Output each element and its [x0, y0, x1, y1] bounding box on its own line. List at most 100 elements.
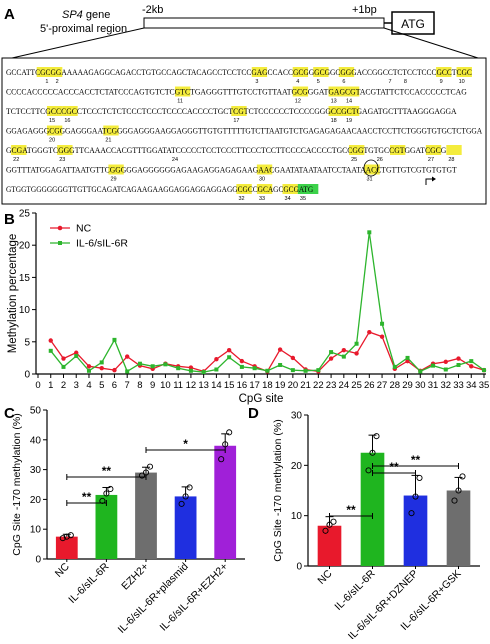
cpg-highlight: [103, 125, 119, 136]
cpg-number: 1: [45, 79, 48, 85]
replicate-point: [222, 441, 229, 448]
cpg-number: 2: [56, 79, 59, 85]
data-point: [380, 321, 385, 326]
x-tick-label: 2: [61, 380, 66, 391]
sequence-line: CCCCACCCCCACCCACCTCTATCCCAGTGTCTCGTCTGAG…: [6, 88, 467, 97]
data-point: [99, 366, 104, 371]
data-point: [239, 358, 245, 364]
cpg-number: 27: [428, 157, 434, 163]
cpg-number: 15: [49, 118, 55, 124]
cpg-highlight: [36, 67, 63, 77]
data-point: [265, 368, 270, 373]
x-tick-label: 22: [313, 380, 324, 391]
series-line: [50, 232, 485, 373]
cpg-highlight: [364, 164, 380, 175]
replicate-point: [365, 467, 372, 474]
x-tick-label: 24: [339, 380, 350, 391]
cpg-highlight: [328, 106, 344, 116]
x-tick-label: 5: [99, 380, 104, 391]
cpg-number: 12: [295, 99, 301, 105]
gene-diagram: SP4 gene 5'-proximal region -2kb +1bp AT…: [11, 4, 479, 59]
gene-label: SP4 gene: [62, 9, 110, 21]
data-point: [329, 350, 334, 355]
bar: [174, 496, 197, 559]
cpg-number: 26: [377, 157, 383, 163]
data-point: [61, 364, 66, 369]
cpg-highlight: [282, 184, 298, 194]
x-tick-label: 21: [300, 380, 311, 391]
category-label: NC: [53, 560, 73, 580]
significance-label: **: [389, 460, 399, 474]
x-tick-label: 7: [125, 380, 130, 391]
replicate-point: [218, 456, 225, 463]
data-point: [86, 364, 92, 369]
tss-arrow-head: [432, 176, 436, 182]
data-point: [405, 355, 410, 360]
cpg-highlight: [174, 86, 191, 97]
cpg-number: 24: [172, 157, 178, 163]
cpg-number: 14: [346, 99, 352, 105]
cpg-highlight: [425, 145, 442, 155]
cpg-number: 18: [331, 118, 337, 124]
legend-label: NC: [76, 223, 92, 235]
bar: [95, 494, 118, 559]
x-tick-label: 16: [237, 380, 248, 391]
data-point: [290, 355, 296, 361]
x-tick-label: 29: [402, 380, 413, 391]
cpg-highlight: [108, 164, 124, 175]
y-tick-label: 20: [30, 495, 42, 506]
x-tick-label: 6: [112, 380, 117, 391]
y-axis-label: CpG Site -170 methylation (%): [272, 419, 284, 561]
cpg-highlight: [338, 67, 355, 77]
x-tick-label: 4: [86, 380, 91, 391]
cpg-number: 16: [64, 118, 70, 124]
cpg-number: 31: [366, 177, 372, 183]
cpg-number: 8: [404, 79, 407, 85]
data-point: [469, 359, 474, 364]
bar-chart-c: 0 10 20 30 40 50 CpG Site -170 methylation (%)…: [11, 406, 245, 636]
cpg-number: 30: [259, 177, 265, 183]
category-label: IL-6/sIL-6R: [66, 560, 112, 606]
replicate-point: [63, 533, 70, 540]
cpg-number: 9: [440, 79, 443, 85]
cpg-highlight: [46, 125, 63, 136]
cpg-highlight: [292, 67, 309, 77]
data-point: [188, 365, 194, 370]
x-tick-label: 8: [137, 380, 142, 391]
category-label: EZH2+: [119, 561, 151, 593]
y-axis-label: CpG Site -170 methylation (%): [11, 413, 23, 555]
x-tick-label: 35: [479, 380, 490, 391]
y-tick-label: 15: [19, 273, 31, 284]
bar-chart-d: 0 10 20 30 CpG Site -170 methylation (%) NCIL…: [272, 411, 480, 642]
replicate-point: [369, 449, 376, 456]
data-point: [443, 359, 448, 364]
x-tick-label: 15: [224, 380, 235, 391]
x-tick-label: 11: [173, 380, 183, 391]
sequence-line: GGAGAGGGCGGGAGGGAATCGGGGAGGGAAGGAGGGTTGT…: [6, 127, 482, 136]
cpg-number: 3: [255, 79, 258, 85]
x-tick-label: 34: [466, 380, 477, 391]
data-point: [137, 361, 142, 366]
replicate-point: [138, 472, 146, 479]
atg-box: [391, 11, 435, 35]
significance-label: **: [411, 453, 421, 467]
x-tick-label: 0: [35, 380, 40, 391]
cpg-number: 22: [13, 157, 19, 163]
cpg-highlight: [446, 145, 462, 155]
x-tick-label: 3: [74, 380, 79, 391]
data-point: [316, 368, 321, 373]
cpg-number: 33: [259, 196, 265, 202]
replicate-point: [67, 532, 74, 539]
y-tick-label: 10: [19, 305, 31, 316]
replicate-point: [186, 484, 193, 491]
significance-label: **: [102, 464, 112, 478]
cpg-highlight: [251, 67, 268, 77]
replicate-point: [178, 500, 185, 507]
data-point: [354, 351, 359, 356]
cpg-highlight: [256, 164, 273, 175]
legend-label: IL-6/sIL-6R: [76, 238, 128, 250]
x-tick-label: 26: [364, 380, 375, 391]
data-point: [443, 367, 448, 372]
x-tick-label: 23: [326, 380, 337, 391]
